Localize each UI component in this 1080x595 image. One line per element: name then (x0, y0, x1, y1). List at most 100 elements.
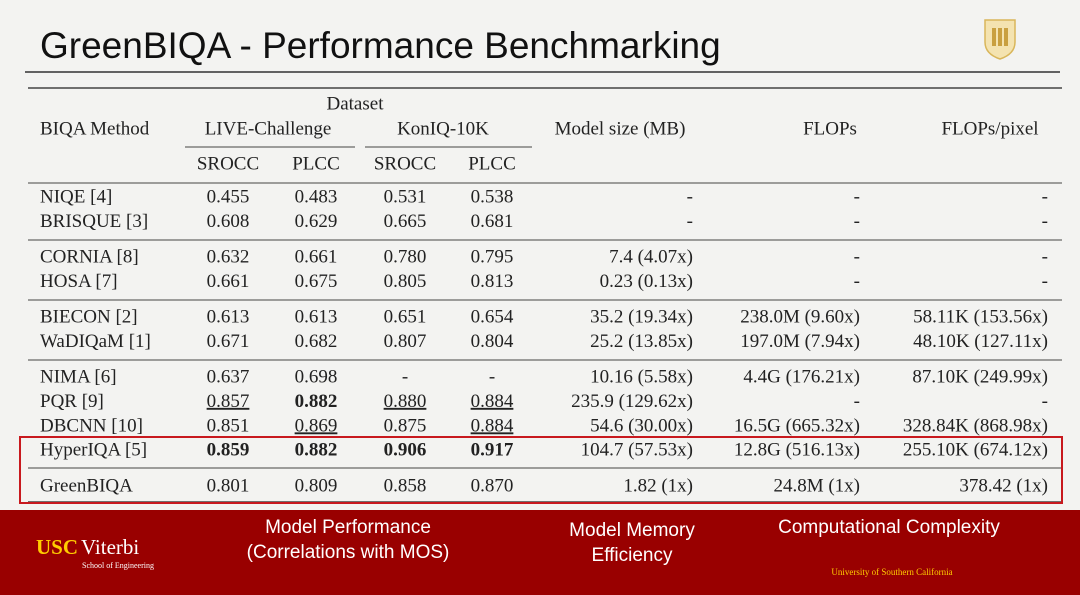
table-cell: 0.629 (295, 211, 338, 232)
table-cell: LIVE-Challenge (205, 118, 332, 139)
table-cell: PLCC (292, 153, 340, 174)
table-cell: SROCC (374, 153, 436, 174)
table-cell: KonIQ-10K (397, 118, 489, 139)
table-cell: 0.780 (384, 246, 427, 267)
table-cell: 4.4G (176.21x) (743, 366, 860, 387)
table-cell: - (854, 211, 860, 232)
table-cell: FLOPs/pixel (941, 118, 1038, 139)
table-cell: 197.0M (7.94x) (740, 331, 860, 352)
table-cell: WaDIQaM [1] (40, 331, 151, 352)
logo-usc: USC (36, 535, 78, 559)
table-cell: 328.84K (868.98x) (903, 415, 1048, 436)
table-cell: 0.884 (471, 415, 514, 436)
table-cell: - (1042, 391, 1048, 412)
table-cell: 0.613 (295, 306, 338, 327)
table-cell: 0.455 (207, 186, 250, 207)
slide-title: GreenBIQA - Performance Benchmarking (40, 25, 721, 66)
header-cell: Dataset (327, 93, 385, 114)
table-cell: 0.531 (384, 186, 427, 207)
table-cell: 0.805 (384, 271, 427, 292)
table-cell: 0.608 (207, 211, 250, 232)
table-cell: 58.11K (153.56x) (913, 306, 1048, 327)
table-cell: 0.661 (295, 246, 338, 267)
table-cell: 0.613 (207, 306, 250, 327)
table-cell: 0.795 (471, 246, 514, 267)
table-cell: GreenBIQA (40, 475, 133, 496)
table-cell: 25.2 (13.85x) (590, 331, 693, 352)
table-cell: - (1042, 211, 1048, 232)
table-cell: 0.813 (471, 271, 514, 292)
table-cell: 0.884 (471, 391, 514, 412)
table-cell: 104.7 (57.53x) (581, 439, 693, 460)
table-cell: 0.857 (207, 391, 250, 412)
table-cell: 0.651 (384, 306, 427, 327)
table-cell: FLOPs (803, 118, 857, 139)
table-cell: 0.801 (207, 475, 250, 496)
table-cell: 12.8G (516.13x) (734, 439, 860, 460)
table-cell: PQR [9] (40, 391, 104, 412)
table-cell: - (1042, 186, 1048, 207)
table-cell: 0.538 (471, 186, 514, 207)
table-cell: BIQA Method (40, 118, 150, 139)
table-cell: 0.882 (295, 439, 338, 460)
table-cell: 0.870 (471, 475, 514, 496)
table-cell: HyperIQA [5] (40, 439, 147, 460)
table-cell: 7.4 (4.07x) (609, 246, 693, 267)
logo-school: School of Engineering (82, 561, 154, 570)
footer-university: University of Southern California (831, 567, 952, 577)
table-cell: 0.851 (207, 415, 250, 436)
table-cell: 0.807 (384, 331, 427, 352)
table-cell: DBCNN [10] (40, 415, 143, 436)
table-cell: Model size (MB) (555, 118, 686, 139)
table-cell: 0.869 (295, 415, 338, 436)
table-cell: 0.632 (207, 246, 250, 267)
table-cell: 378.42 (1x) (959, 475, 1048, 496)
footer-label: Computational Complexity (778, 517, 1000, 538)
table-cell: 0.23 (0.13x) (600, 271, 693, 292)
table-cell: 0.637 (207, 366, 250, 387)
crest (984, 19, 1016, 60)
background (0, 0, 1080, 510)
table-cell: 0.917 (471, 439, 514, 460)
table-cell: PLCC (468, 153, 516, 174)
table-cell: CORNIA [8] (40, 246, 139, 267)
table-cell: 0.880 (384, 391, 427, 412)
logo-viterbi: Viterbi (81, 535, 139, 559)
table-cell: 255.10K (674.12x) (903, 439, 1048, 460)
table-cell: NIMA [6] (40, 366, 117, 387)
footer-label: Efficiency (592, 545, 673, 566)
table-cell: 0.681 (471, 211, 514, 232)
table-cell: - (687, 186, 693, 207)
table-cell: BRISQUE [3] (40, 211, 148, 232)
table-cell: 0.804 (471, 331, 514, 352)
highlight-box (19, 436, 1063, 504)
footer-band (0, 510, 1080, 595)
table-cell: - (854, 186, 860, 207)
table-cell: 0.859 (207, 439, 250, 460)
table-cell: 16.5G (665.32x) (734, 415, 860, 436)
table-cell: 0.682 (295, 331, 338, 352)
footer-label: Model Memory (569, 520, 695, 541)
table-cell: - (1042, 246, 1048, 267)
table-cell: 24.8M (1x) (773, 475, 860, 496)
table-cell: - (402, 366, 408, 387)
table-cell: 0.882 (295, 391, 338, 412)
table-cell: 0.661 (207, 271, 250, 292)
table-cell: SROCC (197, 153, 259, 174)
table-cell: 1.82 (1x) (623, 475, 693, 496)
table-cell: 35.2 (19.34x) (590, 306, 693, 327)
table-cell: - (1042, 271, 1048, 292)
table-cell: 48.10K (127.11x) (913, 331, 1048, 352)
table-cell: 235.9 (129.62x) (571, 391, 693, 412)
footer-label: (Correlations with MOS) (247, 542, 450, 563)
table-cell: - (854, 271, 860, 292)
table-cell: 0.675 (295, 271, 338, 292)
table-cell: 54.6 (30.00x) (590, 415, 693, 436)
table-cell: - (854, 246, 860, 267)
table-cell: 0.483 (295, 186, 338, 207)
footer-label: Model Performance (265, 517, 431, 538)
table-cell: - (687, 211, 693, 232)
table-cell: 0.698 (295, 366, 338, 387)
